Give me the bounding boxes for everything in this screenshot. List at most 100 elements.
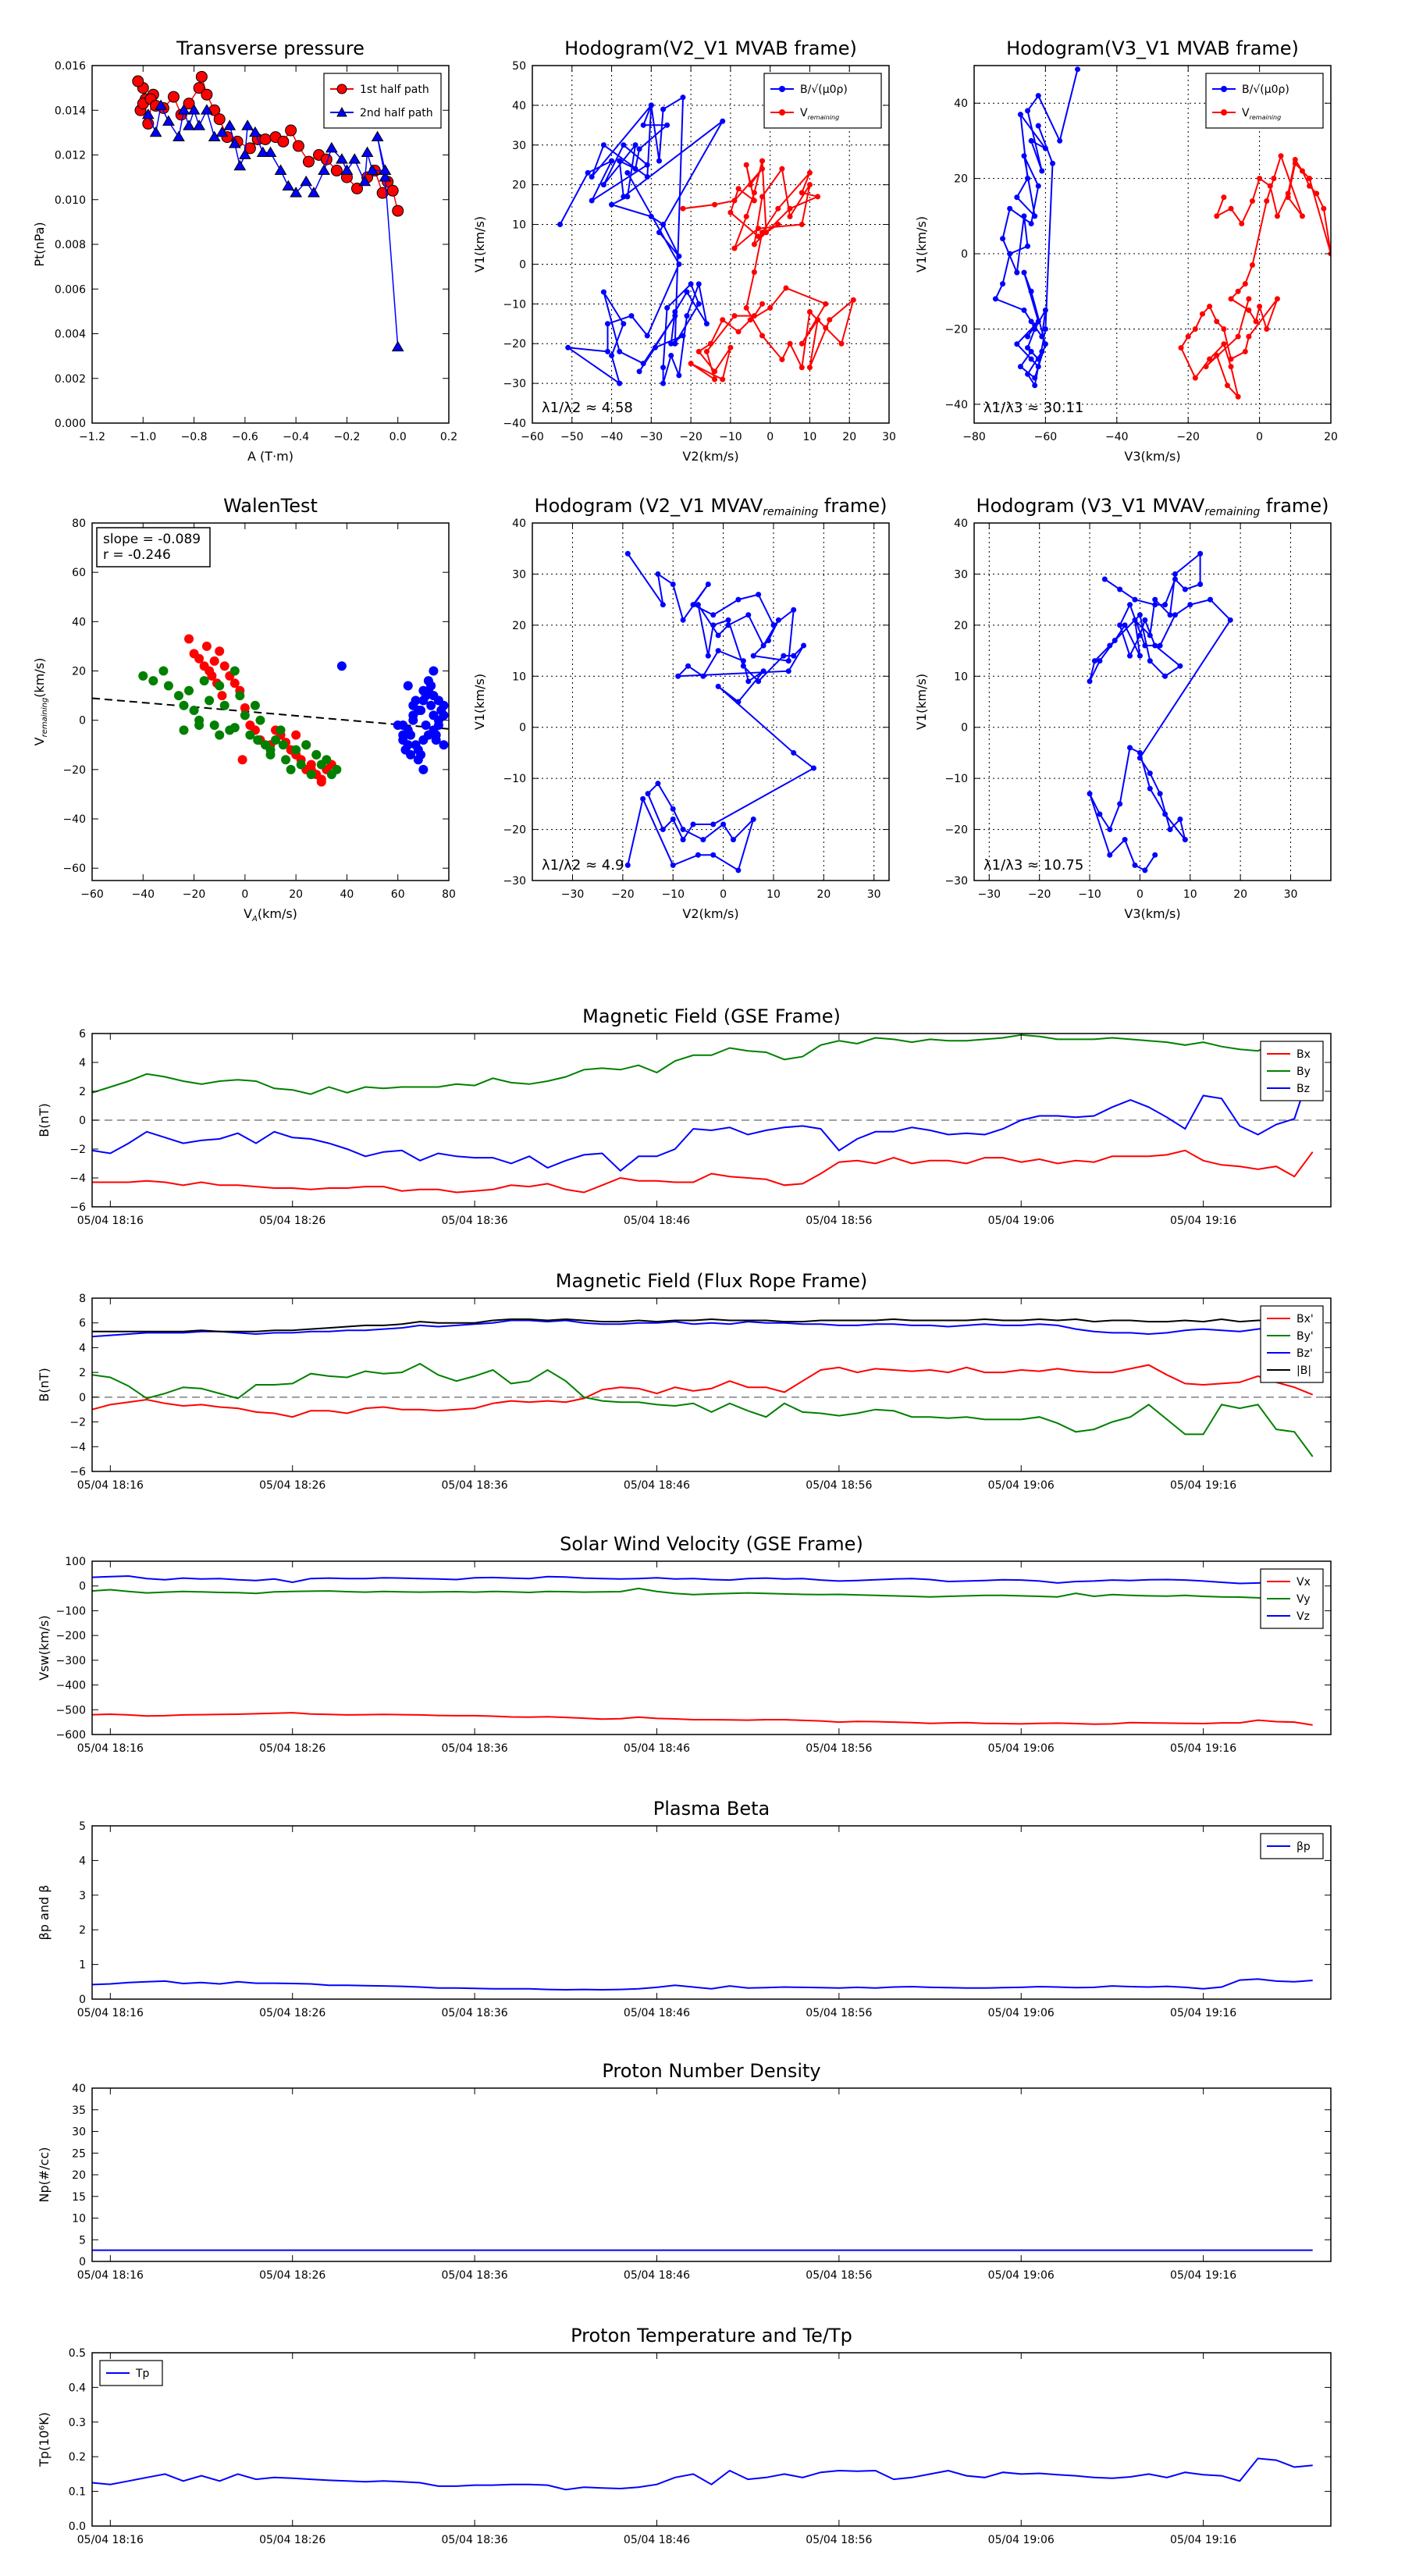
y-tick-label: 10: [512, 219, 526, 232]
data-point: [193, 82, 205, 94]
y-tick-label: 0.0: [69, 2521, 86, 2533]
y-tick-label: 30: [512, 140, 526, 152]
data-point: [787, 205, 793, 212]
data-point: [751, 313, 757, 319]
data-point: [636, 368, 642, 375]
y-tick-label: 0: [79, 1115, 86, 1127]
data-point: [695, 602, 701, 608]
chart-vsw: 05/04 18:16 05/04 18:26 05/04 18:36 05/04 1…: [37, 1533, 1332, 1755]
data-point: [1042, 326, 1048, 332]
data-point: [292, 140, 304, 152]
data-point: [1274, 296, 1280, 302]
data-point: [645, 791, 651, 797]
data-point: [676, 372, 682, 379]
legend: Bx' By' Bz' |B|: [1260, 1305, 1324, 1383]
series-vsw-1: [92, 1587, 1313, 1600]
data-point: [624, 862, 631, 868]
y-tick-label: −30: [503, 875, 526, 888]
data-point: [379, 171, 392, 182]
y-tick-label: 0: [519, 722, 526, 735]
x-axis-label: V2(km/s): [682, 906, 738, 921]
data-point: [215, 126, 229, 137]
data-point: [1032, 322, 1038, 329]
legend-marker: [336, 106, 347, 117]
data-point: [1228, 356, 1234, 362]
y-axis-label: Tp(10⁶K): [37, 2412, 52, 2467]
x-tick-label: 80: [442, 888, 456, 901]
y-tick-label: 2: [79, 1924, 86, 1937]
y-tick-label: 0.004: [55, 329, 86, 341]
data-point: [705, 582, 711, 588]
chart-title: Hodogram(V3_V1 MVAB frame): [1006, 37, 1299, 59]
data-point: [1035, 183, 1041, 189]
data-point: [1172, 612, 1178, 618]
x-tick-label: 10: [1183, 888, 1197, 901]
data-point: [237, 755, 247, 765]
x-tick-label: 20: [289, 888, 303, 901]
y-tick-label: −500: [56, 1704, 86, 1717]
data-point: [745, 678, 752, 685]
data-point: [1242, 281, 1248, 287]
data-point: [411, 696, 421, 706]
data-point: [217, 691, 227, 701]
y-tick-label: −200: [56, 1630, 86, 1642]
data-point: [680, 837, 686, 843]
annotation-label: λ1/λ3 ≈ 30.11: [984, 400, 1083, 416]
data-point: [655, 781, 661, 787]
data-point: [148, 676, 158, 686]
data-point: [1136, 653, 1143, 659]
plot-area: [92, 1574, 1313, 1726]
legend-label: Vremaining: [800, 107, 839, 121]
data-point: [194, 653, 205, 664]
data-point: [664, 304, 670, 311]
series-bgse-2: [92, 1063, 1314, 1172]
data-point: [348, 153, 361, 164]
y-tick-label: 25: [72, 2147, 86, 2160]
data-point: [684, 289, 690, 295]
x-tick-label: 05/04 19:16: [1170, 1479, 1236, 1492]
data-point: [1147, 658, 1153, 664]
x-tick-label: 05/04 18:26: [259, 1215, 325, 1227]
series-hodo4-0: [1087, 550, 1233, 873]
data-point: [815, 194, 821, 200]
data-point: [219, 661, 229, 671]
plot-area: [557, 94, 856, 386]
y-axis-label: V1(km/s): [472, 216, 487, 272]
data-point: [195, 70, 208, 83]
y-tick-label: 20: [512, 180, 526, 192]
chart-hodo3: −30 −20 −10 0 10 20 30 −30 −20 −10 0 10 20 30 40 Hodogr…: [472, 495, 890, 921]
data-point: [806, 365, 813, 371]
chart-beta: 05/04 18:16 05/04 18:26 05/04 18:36 05/04 1…: [37, 1798, 1332, 2019]
data-point: [1167, 612, 1173, 618]
y-tick-label: 100: [65, 1556, 86, 1568]
data-point: [731, 313, 738, 319]
data-point: [183, 119, 195, 130]
data-point: [1152, 596, 1158, 603]
data-point: [640, 795, 646, 802]
data-point: [787, 340, 793, 347]
legend-label: 1st half path: [360, 84, 429, 96]
data-point: [799, 365, 805, 371]
y-tick-label: 2: [79, 1086, 86, 1098]
data-point: [660, 602, 666, 608]
data-point: [366, 164, 379, 175]
y-tick-label: 0: [961, 248, 968, 261]
x-tick-label: −60: [521, 431, 544, 443]
data-point: [1136, 749, 1143, 756]
axes-frame: [91, 522, 450, 881]
y-tick-label: 1: [79, 1959, 86, 1972]
data-point: [1249, 198, 1255, 205]
data-point: [680, 333, 686, 339]
data-point: [439, 710, 449, 720]
data-point: [1152, 642, 1158, 649]
data-point: [756, 678, 762, 685]
x-tick-label: 05/04 18:26: [259, 2269, 325, 2282]
data-point: [759, 158, 766, 164]
data-point: [759, 301, 766, 307]
data-point: [695, 281, 702, 287]
data-point: [755, 226, 761, 232]
y-tick-label: 30: [72, 2126, 86, 2139]
data-point: [1285, 190, 1291, 197]
axes-frame: [532, 65, 890, 424]
data-point: [1025, 108, 1031, 114]
